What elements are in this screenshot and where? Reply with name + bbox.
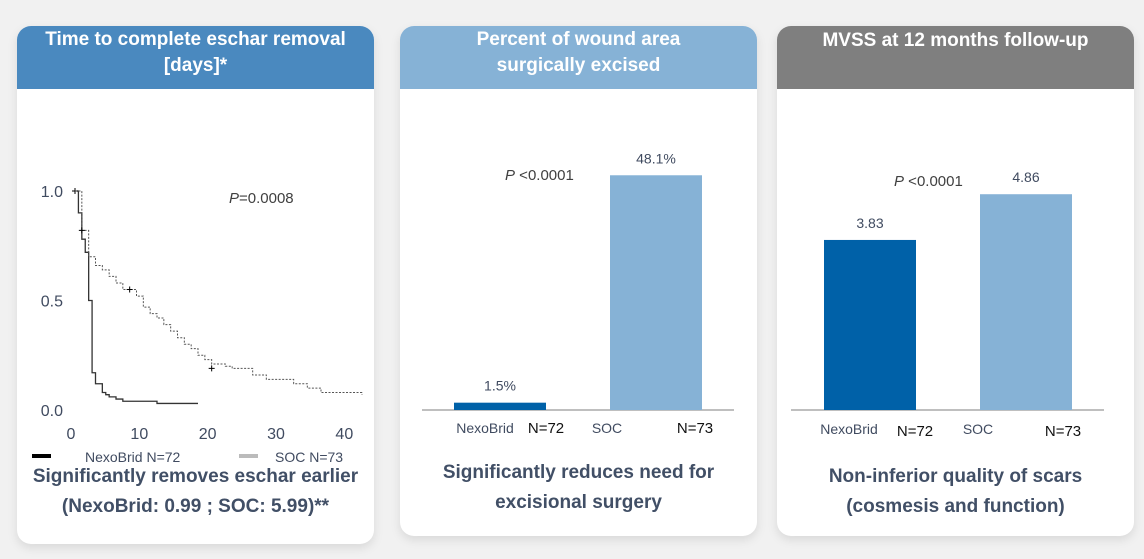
legend-label-soc: SOC N=73 — [275, 449, 343, 465]
panel-eschar-removal: Time to complete eschar removal [days]* … — [17, 26, 374, 544]
bar-value-label: 48.1% — [636, 150, 676, 166]
p-value: =0.0008 — [239, 190, 294, 207]
n-label: N=73 — [677, 420, 713, 437]
bar-soc — [610, 175, 702, 410]
panel-header: MVSS at 12 months follow-up — [777, 26, 1134, 89]
x-tick-label: 20 — [199, 426, 217, 443]
y-tick-label: 0.5 — [41, 294, 63, 311]
km-curve-soc — [75, 190, 363, 395]
p-value-annotation: P <0.0001 — [894, 173, 963, 190]
panel-title-line1: Time to complete eschar removal — [45, 29, 346, 50]
bar-chart-mvss: 3.83 NexoBrid N=72 4.86 SOC N=73 P <0.0001 — [791, 169, 1104, 440]
panel-title-line2: surgically excised — [496, 55, 661, 76]
km-curve-nexobrid — [75, 190, 198, 405]
x-tick-label: 30 — [267, 426, 285, 443]
panel-caption: Significantly removes eschar earlier (Ne… — [17, 462, 374, 522]
category-label: NexoBrid — [456, 420, 514, 436]
bar-chart-excised: 1.5% NexoBrid N=72 48.1% SOC N=73 P <0.0001 — [422, 150, 734, 437]
panel-caption: Significantly reduces need for excisiona… — [400, 458, 757, 518]
x-tick-label: 40 — [335, 426, 353, 443]
category-label: SOC — [963, 421, 993, 437]
bar-value-label: 3.83 — [856, 215, 883, 231]
p-value: <0.0001 — [515, 167, 574, 184]
caption-line2: (NexoBrid: 0.99 ; SOC: 5.99)** — [61, 496, 330, 517]
n-label: N=72 — [528, 420, 564, 437]
legend-swatch-soc — [239, 454, 258, 458]
caption-line2: excisional surgery — [495, 492, 662, 513]
panel-title-line1: Percent of wound area — [476, 29, 681, 50]
censor-mark — [126, 286, 133, 293]
x-tick-label: 0 — [67, 426, 76, 443]
caption-line1: Non-inferior quality of scars — [828, 466, 1083, 487]
panel-wound-area-excised: Percent of wound area surgically excised… — [400, 26, 757, 536]
bar-value-label: 4.86 — [1012, 169, 1039, 185]
p-label: P — [505, 167, 515, 184]
bar-nexobrid — [454, 402, 546, 410]
p-value-annotation: P <0.0001 — [505, 167, 574, 184]
caption-line1: Significantly reduces need for — [442, 462, 715, 483]
p-label: P — [229, 190, 239, 207]
category-label: SOC — [592, 420, 622, 436]
legend-label-nexobrid: NexoBrid N=72 — [85, 449, 181, 465]
bar-value-label: 1.5% — [484, 378, 516, 394]
panel-caption: Non-inferior quality of scars (cosmesis … — [777, 462, 1134, 522]
n-label: N=72 — [897, 423, 933, 440]
censor-mark — [78, 227, 85, 234]
bar-soc — [980, 194, 1072, 410]
category-label: NexoBrid — [820, 421, 878, 437]
p-value-annotation: P=0.0008 — [229, 190, 294, 207]
panel-mvss: MVSS at 12 months follow-up 3.83 NexoBrid… — [777, 26, 1134, 536]
panel-header: Time to complete eschar removal [days]* — [17, 26, 374, 89]
caption-line2: (cosmesis and function) — [846, 496, 1065, 517]
km-chart: 1.0 0.5 0.0 0 10 20 30 40 P=0.0008 NexoBrid N=… — [32, 184, 363, 465]
legend-swatch-nexobrid — [32, 454, 51, 458]
caption-line1: Significantly removes eschar earlier — [32, 466, 359, 487]
y-tick-label: 0.0 — [41, 403, 63, 420]
panel-header: Percent of wound area surgically excised — [400, 26, 757, 89]
n-label: N=73 — [1045, 423, 1081, 440]
panel-title-line1: MVSS at 12 months follow-up — [822, 30, 1089, 51]
censor-mark — [208, 365, 215, 372]
p-label: P — [894, 173, 904, 190]
x-tick-label: 10 — [130, 426, 148, 443]
p-value: <0.0001 — [904, 173, 963, 190]
y-tick-label: 1.0 — [41, 184, 63, 201]
bar-nexobrid — [824, 239, 916, 410]
panel-title-line2: [days]* — [163, 55, 228, 76]
